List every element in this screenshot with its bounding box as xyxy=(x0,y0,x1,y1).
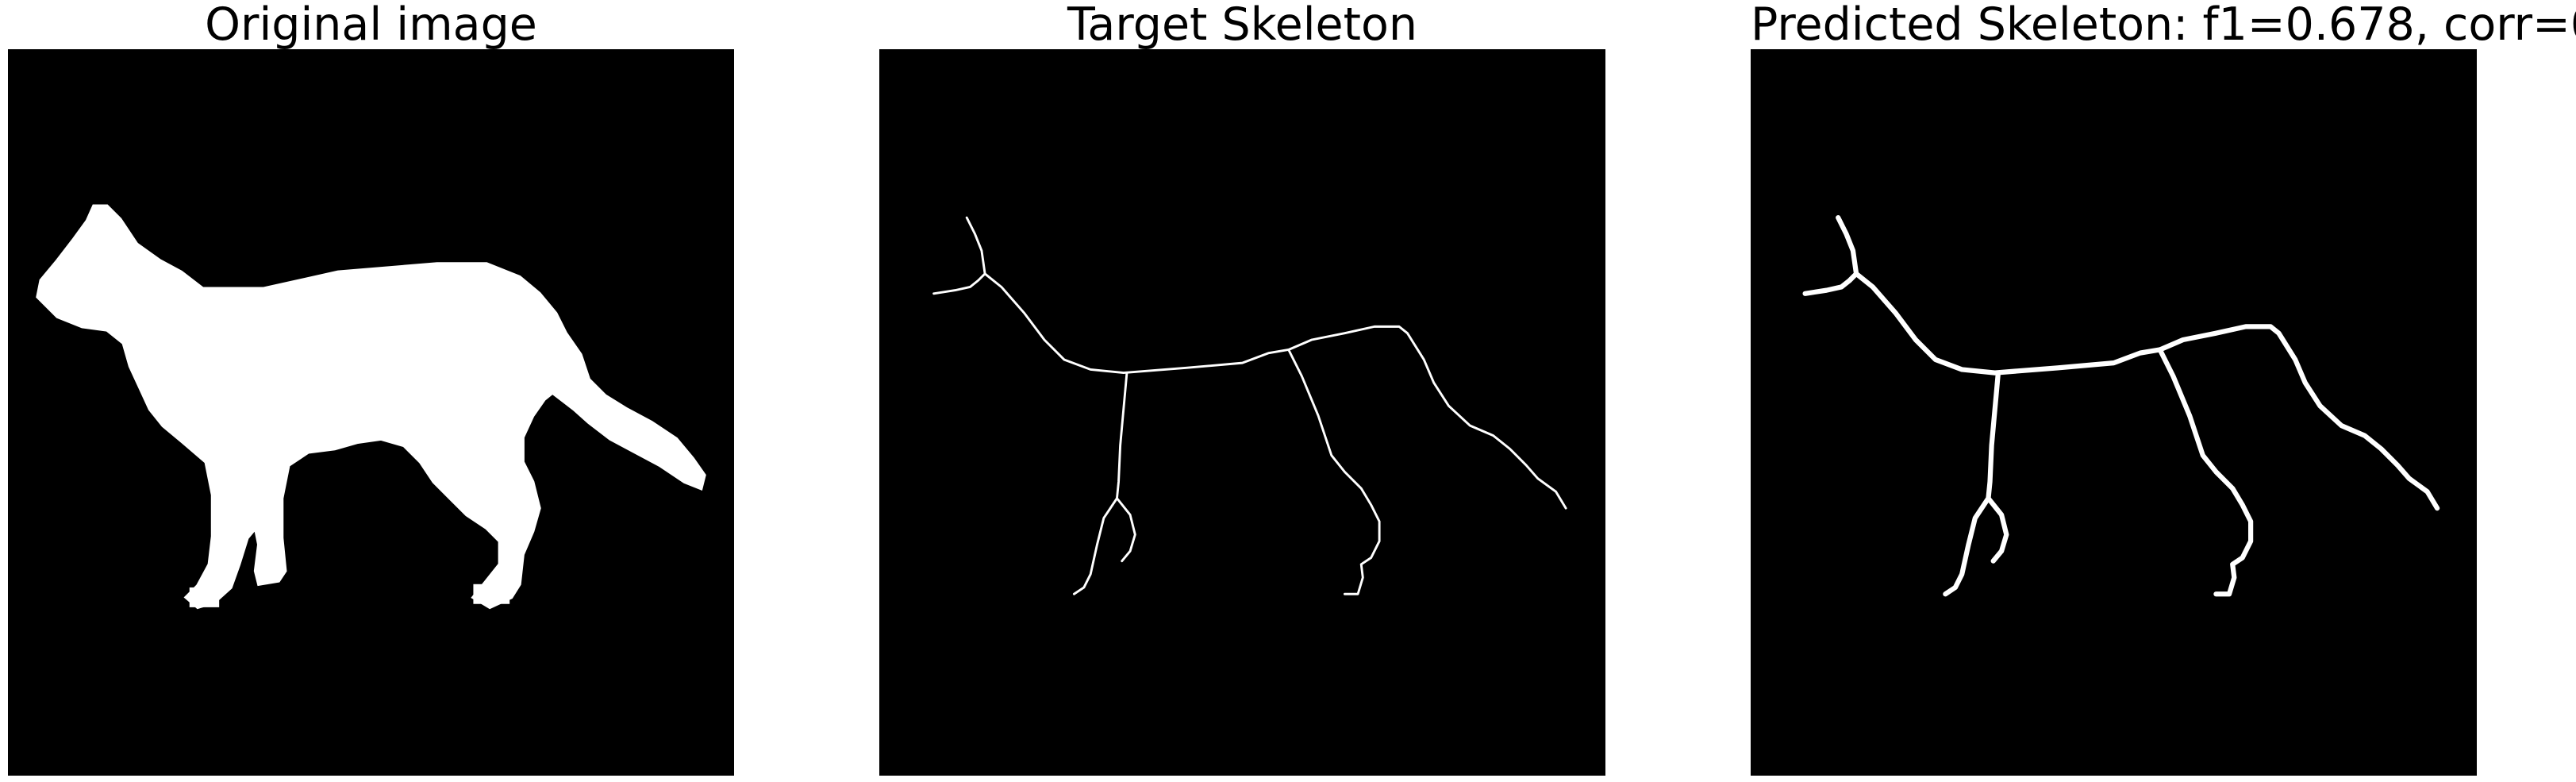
panel-predicted: Predicted Skeleton: f1=0.678, corr=0.714 xyxy=(1751,0,2568,782)
original-image xyxy=(8,49,734,776)
panel-title-target: Target Skeleton xyxy=(879,0,1605,49)
panel-original: Original image xyxy=(8,0,734,782)
target-skeleton xyxy=(879,49,1605,776)
panel-title-predicted: Predicted Skeleton: f1=0.678, corr=0.714 xyxy=(1751,0,2568,49)
target-skeleton-image xyxy=(879,49,1605,776)
predicted-skeleton-image xyxy=(1751,49,2477,776)
panel-title-original: Original image xyxy=(8,0,734,49)
predicted-skeleton xyxy=(1751,49,2477,776)
cat-silhouette xyxy=(8,49,734,776)
panel-target: Target Skeleton xyxy=(879,0,1605,782)
